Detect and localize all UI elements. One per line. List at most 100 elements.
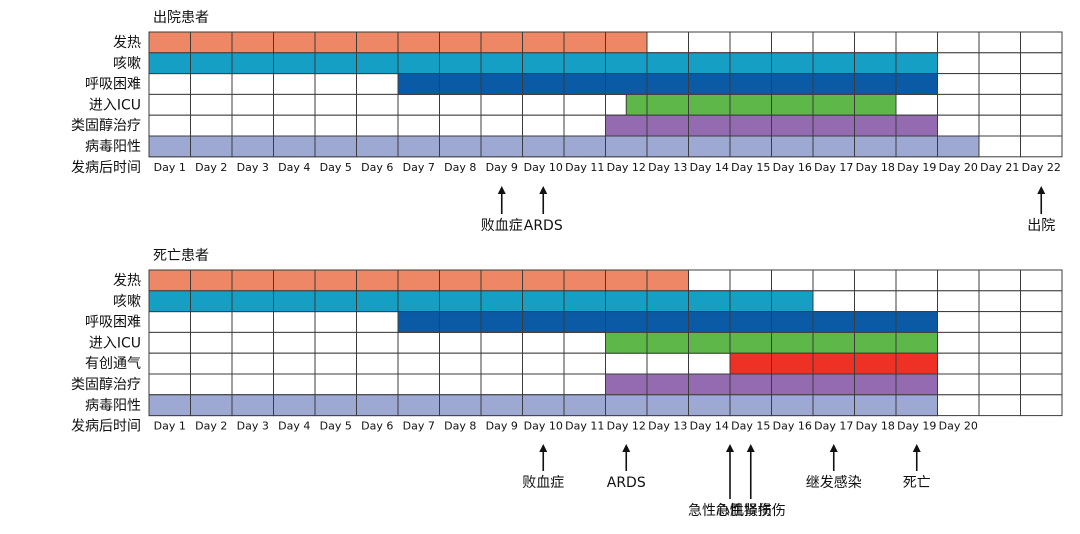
day-label: Day 11	[565, 420, 604, 433]
grid-cell	[563, 331, 606, 354]
grid-cell	[397, 114, 440, 137]
day-label: Day 3	[237, 420, 269, 433]
grid-cell	[646, 31, 689, 54]
grid-cell	[937, 114, 980, 137]
day-label: Day 4	[278, 420, 310, 433]
axis-label: 发病后时间	[71, 419, 141, 435]
day-label: Day 13	[648, 420, 687, 433]
grid-cell	[522, 331, 565, 354]
grid-cell	[1020, 31, 1063, 54]
grid-cell	[273, 331, 316, 354]
grid-cell	[231, 311, 274, 333]
grid-cell	[273, 352, 316, 375]
grid-cell	[729, 31, 772, 54]
grid-cell	[480, 373, 523, 396]
grid-cell	[480, 114, 523, 137]
grid-cell	[480, 93, 523, 116]
day-label: Day 17	[814, 161, 853, 174]
grid-cell	[688, 269, 731, 292]
event-arrowhead	[746, 444, 755, 452]
event-arrowhead	[829, 444, 838, 452]
grid-cell	[273, 73, 316, 95]
grid-cell	[314, 311, 357, 333]
day-label: Day 12	[607, 420, 646, 433]
row-label: 呼吸困难	[85, 77, 141, 93]
event-label: 败血症	[481, 218, 523, 234]
day-label: Day 20	[939, 420, 978, 433]
row-label: 咳嗽	[113, 294, 141, 310]
grid-cell	[978, 52, 1021, 75]
grid-cell	[314, 331, 357, 354]
grid-cell	[937, 311, 980, 333]
grid-cell	[231, 73, 274, 95]
grid-cell	[937, 352, 980, 375]
row-label: 进入ICU	[89, 335, 141, 351]
row-label: 病毒阳性	[85, 139, 141, 155]
day-label: Day 5	[320, 161, 352, 174]
grid-cell	[895, 31, 938, 54]
day-label: Day 2	[195, 161, 227, 174]
event-arrowhead	[539, 444, 548, 452]
grid-cell	[190, 114, 233, 137]
grid-cell	[356, 114, 399, 137]
day-label: Day 1	[154, 420, 186, 433]
grid-cell	[1020, 331, 1063, 354]
grid-cell	[314, 93, 357, 116]
grid-cell	[356, 331, 399, 354]
grid-cell	[895, 290, 938, 313]
event-label: 继发感染	[806, 474, 862, 491]
grid-cell	[273, 373, 316, 396]
grid-cell	[1020, 114, 1063, 137]
day-label: Day 22	[1022, 161, 1061, 174]
grid-cell	[273, 311, 316, 333]
grid-cell	[978, 73, 1021, 95]
bar-3	[397, 73, 938, 95]
day-label: Day 3	[237, 161, 269, 174]
grid-cell	[771, 269, 814, 292]
grid-cell	[771, 31, 814, 54]
grid-cell	[190, 73, 233, 95]
day-label: Day 9	[486, 420, 518, 433]
grid-cell	[563, 373, 606, 396]
grid-cell	[231, 373, 274, 396]
day-label: Day 6	[361, 161, 393, 174]
grid-cell	[190, 373, 233, 396]
grid-cell	[937, 331, 980, 354]
day-label: Day 15	[731, 161, 770, 174]
bar-2	[148, 52, 938, 75]
day-label: Day 13	[648, 161, 687, 174]
grid-cell	[231, 114, 274, 137]
grid-cell	[688, 31, 731, 54]
event-label: 死亡	[903, 475, 931, 491]
grid-cell	[231, 93, 274, 116]
day-label: Day 4	[278, 161, 310, 174]
row-label: 进入ICU	[89, 97, 141, 113]
grid-cell	[522, 373, 565, 396]
grid-cell	[356, 373, 399, 396]
day-label: Day 2	[195, 420, 227, 433]
grid-cell	[397, 93, 440, 116]
bar-7	[148, 394, 938, 417]
day-label: Day 18	[856, 420, 895, 433]
grid-cell	[314, 73, 357, 95]
grid-cell	[148, 331, 191, 354]
grid-cell	[1020, 352, 1063, 375]
day-label: Day 19	[897, 161, 936, 174]
day-label: Day 17	[814, 420, 853, 433]
grid-cell	[937, 73, 980, 95]
grid-cell	[439, 331, 482, 354]
day-label: Day 14	[690, 161, 729, 174]
grid-cell	[273, 114, 316, 137]
grid-cell	[978, 135, 1021, 158]
grid-cell	[978, 31, 1021, 54]
grid-cell	[148, 352, 191, 375]
day-label: Day 16	[773, 161, 812, 174]
panel-title: 出院患者	[153, 10, 209, 26]
grid-cell	[812, 290, 855, 313]
day-label: Day 8	[444, 420, 476, 433]
grid-cell	[605, 352, 648, 375]
grid-cell	[812, 269, 855, 292]
grid-cell	[439, 352, 482, 375]
